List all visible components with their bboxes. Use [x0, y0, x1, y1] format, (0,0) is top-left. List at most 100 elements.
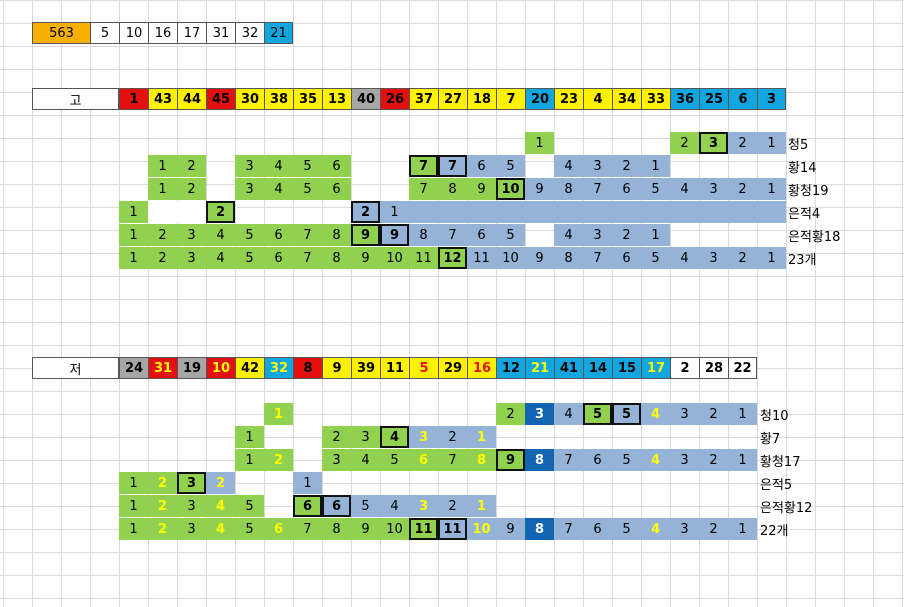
- header-number-cell[interactable]: 8: [293, 357, 322, 379]
- count-cell[interactable]: 1: [728, 449, 757, 471]
- count-cell[interactable]: 1: [119, 224, 148, 246]
- count-cell[interactable]: 6: [409, 449, 438, 471]
- count-cell[interactable]: 5: [612, 518, 641, 540]
- count-cell[interactable]: 5: [351, 495, 380, 517]
- count-cell[interactable]: 8: [525, 518, 554, 540]
- count-cell[interactable]: 4: [206, 224, 235, 246]
- count-cell[interactable]: 4: [554, 155, 583, 177]
- count-cell[interactable]: 7: [293, 224, 322, 246]
- count-cell[interactable]: 1: [148, 155, 177, 177]
- count-cell[interactable]: 1: [119, 518, 148, 540]
- header-number-cell[interactable]: 19: [177, 357, 206, 379]
- header-number-cell[interactable]: 13: [322, 88, 351, 110]
- header-number-cell[interactable]: 36: [670, 88, 699, 110]
- count-cell[interactable]: 11: [467, 247, 496, 269]
- count-cell[interactable]: [641, 201, 670, 223]
- header-number-cell[interactable]: 27: [438, 88, 467, 110]
- count-cell[interactable]: 4: [206, 247, 235, 269]
- header-number-cell[interactable]: 33: [641, 88, 670, 110]
- row-summary-label[interactable]: 22개: [760, 523, 789, 539]
- count-cell[interactable]: 2: [612, 224, 641, 246]
- header-number-cell[interactable]: 14: [583, 357, 612, 379]
- count-cell[interactable]: 3: [583, 155, 612, 177]
- count-cell[interactable]: 1: [264, 403, 293, 425]
- count-cell[interactable]: 2: [177, 155, 206, 177]
- header-number-cell[interactable]: 11: [380, 357, 409, 379]
- count-cell[interactable]: 6: [467, 224, 496, 246]
- count-cell[interactable]: 2: [438, 495, 467, 517]
- header-number-cell[interactable]: 5: [409, 357, 438, 379]
- count-cell[interactable]: [467, 201, 496, 223]
- count-cell[interactable]: 5: [380, 449, 409, 471]
- count-cell[interactable]: 2: [177, 178, 206, 200]
- header-number-cell[interactable]: 1: [119, 88, 148, 110]
- row-summary-label[interactable]: 청5: [788, 137, 809, 153]
- count-cell[interactable]: [496, 201, 525, 223]
- count-cell[interactable]: 3: [670, 518, 699, 540]
- top-row-cell[interactable]: 31: [206, 22, 235, 44]
- count-cell[interactable]: 8: [409, 224, 438, 246]
- count-cell[interactable]: 1: [119, 472, 148, 494]
- count-cell[interactable]: 8: [322, 224, 351, 246]
- top-row-cell[interactable]: 563: [32, 22, 90, 44]
- count-cell[interactable]: 7: [583, 178, 612, 200]
- count-cell[interactable]: 1: [235, 449, 264, 471]
- header-number-cell[interactable]: 24: [119, 357, 148, 379]
- count-cell[interactable]: [612, 201, 641, 223]
- header-number-cell[interactable]: 37: [409, 88, 438, 110]
- count-cell[interactable]: 1: [757, 247, 786, 269]
- header-number-cell[interactable]: 10: [206, 357, 235, 379]
- count-cell[interactable]: 10: [380, 518, 409, 540]
- count-cell[interactable]: 2: [438, 426, 467, 448]
- count-cell[interactable]: 4: [641, 518, 670, 540]
- count-cell[interactable]: 4: [641, 449, 670, 471]
- count-cell[interactable]: 9: [467, 178, 496, 200]
- count-cell[interactable]: 1: [293, 472, 322, 494]
- count-cell[interactable]: 11: [438, 518, 467, 540]
- count-cell[interactable]: 9: [496, 449, 525, 471]
- count-cell[interactable]: [670, 201, 699, 223]
- count-cell[interactable]: 5: [641, 247, 670, 269]
- count-cell[interactable]: 3: [177, 518, 206, 540]
- count-cell[interactable]: 8: [525, 449, 554, 471]
- count-cell[interactable]: 3: [235, 178, 264, 200]
- header-number-cell[interactable]: 43: [148, 88, 177, 110]
- count-cell[interactable]: 5: [293, 178, 322, 200]
- count-cell[interactable]: 1: [641, 155, 670, 177]
- count-cell[interactable]: 3: [177, 247, 206, 269]
- count-cell[interactable]: 3: [351, 426, 380, 448]
- count-cell[interactable]: 9: [525, 247, 554, 269]
- count-cell[interactable]: 5: [641, 178, 670, 200]
- count-cell[interactable]: 5: [235, 247, 264, 269]
- count-cell[interactable]: 6: [583, 518, 612, 540]
- count-cell[interactable]: 6: [322, 178, 351, 200]
- count-cell[interactable]: [699, 201, 728, 223]
- count-cell[interactable]: 3: [177, 224, 206, 246]
- count-cell[interactable]: 4: [670, 178, 699, 200]
- count-cell[interactable]: 6: [264, 518, 293, 540]
- row-summary-label[interactable]: 은적황12: [760, 500, 813, 516]
- count-cell[interactable]: 6: [322, 155, 351, 177]
- row-summary-label[interactable]: 23개: [788, 252, 817, 268]
- header-number-cell[interactable]: 34: [612, 88, 641, 110]
- count-cell[interactable]: [554, 201, 583, 223]
- count-cell[interactable]: 1: [757, 178, 786, 200]
- count-cell[interactable]: 4: [380, 426, 409, 448]
- count-cell[interactable]: 8: [554, 247, 583, 269]
- count-cell[interactable]: 7: [409, 155, 438, 177]
- count-cell[interactable]: 1: [641, 224, 670, 246]
- count-cell[interactable]: 2: [728, 132, 757, 154]
- count-cell[interactable]: [583, 201, 612, 223]
- count-cell[interactable]: 1: [728, 403, 757, 425]
- count-cell[interactable]: 8: [438, 178, 467, 200]
- header-number-cell[interactable]: 28: [699, 357, 728, 379]
- header-number-cell[interactable]: 21: [525, 357, 554, 379]
- header-number-cell[interactable]: 29: [438, 357, 467, 379]
- count-cell[interactable]: 4: [264, 178, 293, 200]
- count-cell[interactable]: 5: [235, 518, 264, 540]
- count-cell[interactable]: 3: [235, 155, 264, 177]
- count-cell[interactable]: 3: [583, 224, 612, 246]
- count-cell[interactable]: 2: [612, 155, 641, 177]
- count-cell[interactable]: 7: [293, 518, 322, 540]
